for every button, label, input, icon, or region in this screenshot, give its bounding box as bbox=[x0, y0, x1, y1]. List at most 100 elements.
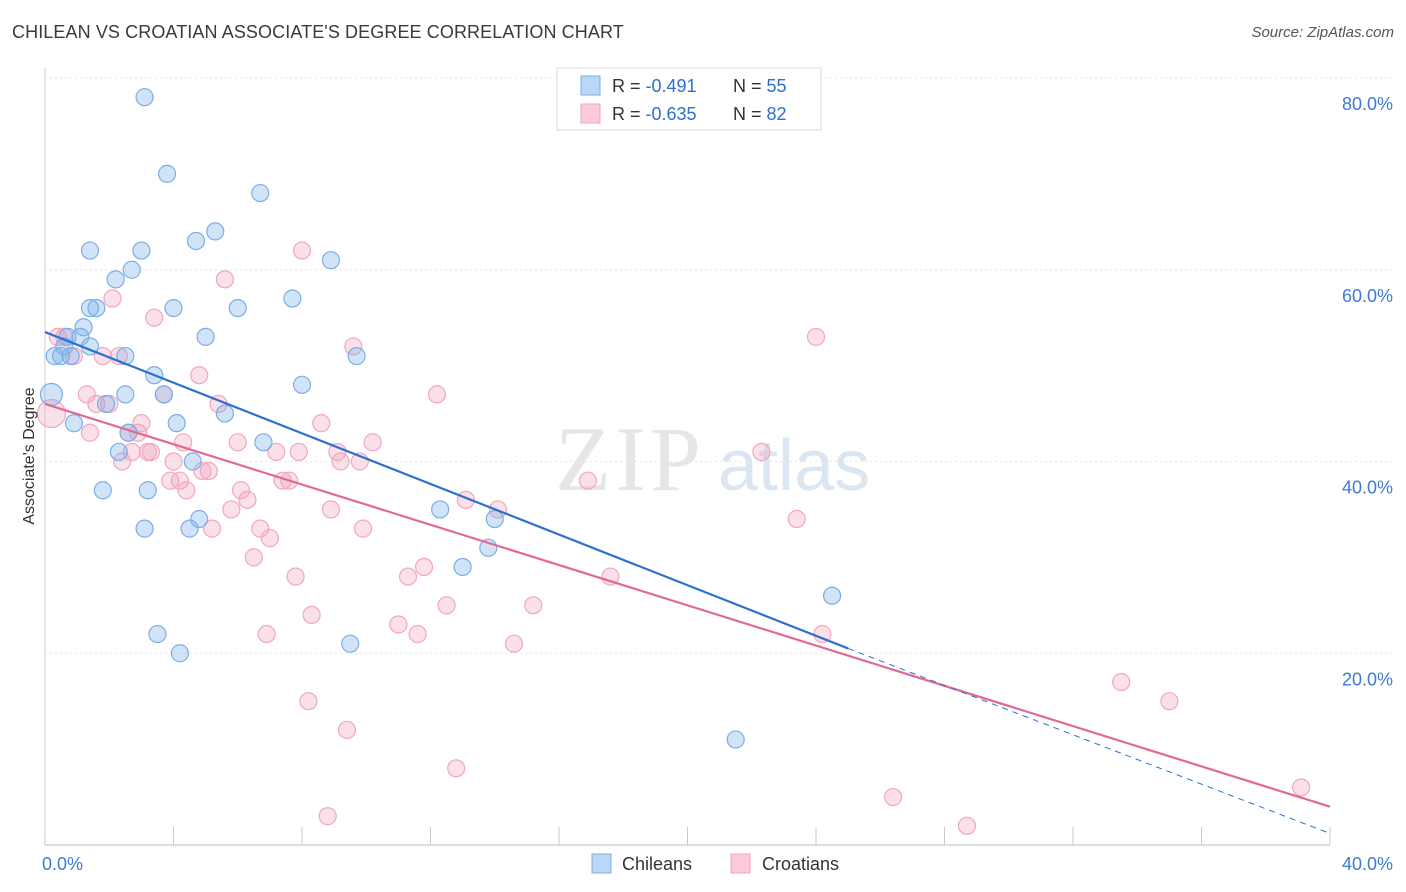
croatians-point-66 bbox=[504, 634, 524, 653]
croatians-point-30 bbox=[215, 270, 234, 289]
svg-text:R = -0.491: R = -0.491 bbox=[612, 76, 697, 96]
chileans-point-1 bbox=[45, 346, 64, 366]
chileans-point-33 bbox=[183, 452, 202, 471]
croatians-points bbox=[36, 241, 1311, 835]
croatians-point-34 bbox=[238, 490, 257, 509]
chileans-point-15 bbox=[106, 270, 125, 289]
series-legend: Chileans Croatians bbox=[591, 853, 839, 874]
croatians-point-13 bbox=[122, 442, 141, 462]
croatians-point-75 bbox=[957, 816, 977, 835]
chileans-point-9 bbox=[80, 299, 100, 318]
chileans-point-26 bbox=[148, 624, 167, 644]
chileans-point-36 bbox=[196, 327, 215, 346]
croatians-point-44 bbox=[292, 241, 312, 260]
croatians-point-15 bbox=[132, 414, 151, 433]
chileans-point-32 bbox=[180, 519, 199, 538]
chileans-point-31 bbox=[170, 644, 190, 663]
source-credit: Source: ZipAtlas.com bbox=[1251, 24, 1394, 41]
chileans-point-37 bbox=[206, 222, 225, 241]
chileans-swatch bbox=[580, 75, 601, 96]
legend-chileans-swatch bbox=[591, 853, 612, 874]
chileans-point-12 bbox=[87, 299, 106, 318]
y-tick-label-2: 60.0% bbox=[1342, 286, 1393, 306]
croatians-point-39 bbox=[267, 442, 286, 462]
croatians-point-49 bbox=[321, 500, 341, 519]
croatians-point-59 bbox=[408, 624, 427, 644]
croatians-point-38 bbox=[260, 529, 279, 548]
croatians-point-37 bbox=[257, 624, 276, 644]
croatians-point-11 bbox=[112, 452, 132, 471]
legend-croatians-label: Croatians bbox=[762, 854, 839, 874]
croatians-point-21 bbox=[164, 452, 183, 471]
chileans-point-41 bbox=[254, 433, 273, 452]
croatians-point-24 bbox=[177, 481, 196, 500]
chileans-point-42 bbox=[283, 289, 302, 308]
y-tick-label-0: 20.0% bbox=[1342, 669, 1393, 689]
croatians-point-33 bbox=[231, 481, 251, 500]
croatians-point-28 bbox=[202, 519, 222, 538]
chart-title: CHILEAN VS CROATIAN ASSOCIATE'S DEGREE C… bbox=[12, 22, 624, 42]
chileans-point-35 bbox=[190, 509, 209, 529]
chileans-r-label: R = bbox=[612, 76, 646, 96]
chileans-point-27 bbox=[154, 385, 173, 404]
croatians-point-62 bbox=[437, 596, 456, 615]
croatians-point-53 bbox=[344, 337, 363, 356]
stats-legend: R = -0.491 N = 55 R = -0.635 N = 82 bbox=[556, 67, 822, 131]
croatians-point-7 bbox=[93, 346, 112, 366]
croatians-point-42 bbox=[286, 567, 305, 586]
croatians-point-4 bbox=[77, 385, 96, 404]
croatians-point-67 bbox=[524, 596, 543, 615]
chileans-point-47 bbox=[431, 500, 450, 519]
chileans-point-52 bbox=[822, 586, 842, 605]
watermark-zip: ZIP bbox=[555, 408, 705, 510]
y-tick-label-3: 80.0% bbox=[1342, 94, 1393, 114]
croatians-swatch bbox=[580, 103, 601, 124]
x-tick-label-1: 40.0% bbox=[1342, 854, 1393, 874]
chileans-point-38 bbox=[215, 404, 234, 423]
svg-text:R = -0.635: R = -0.635 bbox=[612, 104, 697, 124]
chileans-point-2 bbox=[51, 346, 71, 366]
croatians-point-36 bbox=[251, 519, 270, 538]
chileans-point-18 bbox=[116, 385, 135, 404]
chileans-point-22 bbox=[135, 519, 154, 538]
x-tick-label-0: 0.0% bbox=[42, 854, 83, 874]
stats-legend-box bbox=[556, 67, 822, 131]
chileans-point-46 bbox=[347, 346, 366, 366]
chileans-r-value: -0.491 bbox=[646, 76, 697, 96]
svg-text:N = 82: N = 82 bbox=[733, 104, 787, 124]
legend-croatians-swatch bbox=[730, 853, 751, 874]
croatians-point-18 bbox=[145, 308, 164, 327]
watermark: ZIP atlas bbox=[555, 408, 870, 510]
croatians-point-17 bbox=[141, 442, 161, 462]
croatians-point-50 bbox=[328, 442, 347, 462]
chileans-point-5 bbox=[61, 346, 80, 366]
croatians-point-35 bbox=[244, 548, 263, 567]
croatians-point-58 bbox=[398, 567, 418, 586]
croatians-point-48 bbox=[318, 807, 337, 826]
croatians-point-43 bbox=[289, 442, 308, 462]
croatians-trend-line bbox=[44, 402, 1331, 808]
chileans-point-51 bbox=[726, 730, 745, 749]
croatians-point-78 bbox=[1291, 778, 1311, 797]
chileans-point-28 bbox=[157, 164, 177, 183]
croatians-point-71 bbox=[787, 509, 806, 529]
chileans-point-43 bbox=[292, 375, 312, 394]
croatians-point-32 bbox=[228, 433, 247, 452]
chileans-point-16 bbox=[109, 442, 128, 462]
croatians-point-74 bbox=[883, 787, 903, 807]
croatians-point-63 bbox=[447, 759, 466, 778]
y-tick-label-1: 40.0% bbox=[1342, 478, 1393, 498]
axes bbox=[44, 68, 1331, 846]
chileans-point-11 bbox=[80, 241, 100, 260]
croatians-point-31 bbox=[222, 500, 241, 519]
croatians-point-25 bbox=[190, 366, 209, 385]
chileans-point-0 bbox=[39, 382, 64, 406]
croatians-point-56 bbox=[363, 433, 382, 452]
chileans-trend-extension bbox=[847, 647, 1331, 834]
croatians-point-72 bbox=[806, 327, 826, 346]
grid-lines bbox=[45, 77, 1392, 654]
chileans-point-20 bbox=[122, 260, 141, 279]
croatians-point-68 bbox=[578, 471, 598, 490]
y-axis-label: Associate's Degree bbox=[21, 387, 38, 524]
